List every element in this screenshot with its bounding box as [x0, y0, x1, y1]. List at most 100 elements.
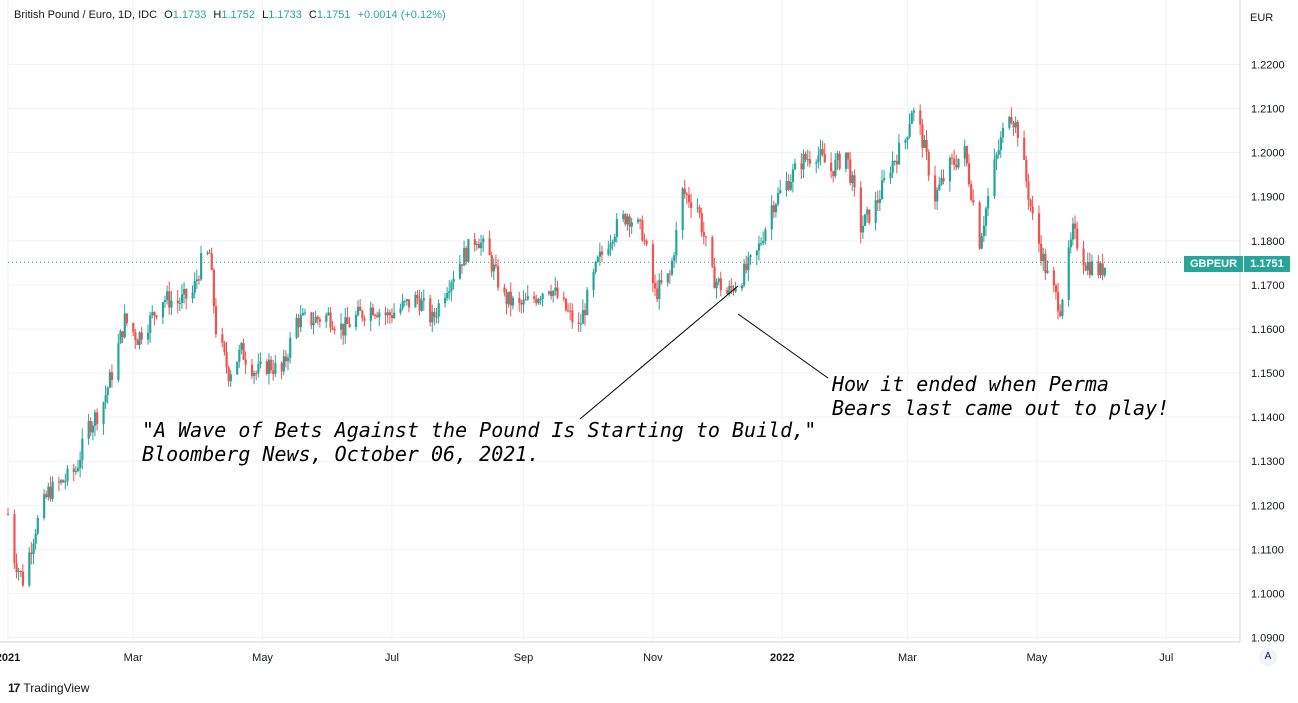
- candle-body: [134, 332, 137, 341]
- candle-body: [509, 291, 512, 306]
- candle-body: [851, 175, 854, 184]
- candle-body: [864, 214, 867, 226]
- candle-body: [934, 175, 937, 202]
- candle-body: [348, 323, 351, 328]
- candle-body: [15, 563, 18, 573]
- candle-body: [963, 146, 966, 159]
- candle-body: [891, 161, 894, 173]
- candle-body: [823, 154, 826, 163]
- candle-body: [437, 303, 440, 317]
- candle-body: [849, 159, 852, 184]
- candle-body: [289, 337, 292, 358]
- candle-body: [153, 312, 156, 316]
- candle-body: [847, 152, 850, 160]
- candle-body: [132, 323, 135, 333]
- candle-body: [1088, 261, 1092, 275]
- candle-body: [1103, 267, 1106, 276]
- candle-body: [110, 372, 114, 380]
- candle-body: [1023, 137, 1026, 160]
- annotation-left-line1: "A Wave of Bets Against the Pound Is Sta…: [142, 418, 817, 442]
- candle-body: [446, 293, 449, 299]
- candle-body: [774, 204, 778, 213]
- candle-body: [81, 438, 84, 460]
- candle-body: [354, 315, 358, 328]
- candle-body: [1069, 239, 1072, 248]
- candle-body: [255, 372, 258, 374]
- candle-body: [1059, 311, 1062, 317]
- candle-body: [357, 306, 360, 316]
- x-tick-label: Jul: [385, 652, 399, 664]
- annotation-right-line2: Bears last came out to play!: [832, 396, 1170, 420]
- candle-body: [533, 296, 536, 299]
- candle-body: [191, 292, 194, 299]
- candle-body: [859, 187, 862, 233]
- candle-body: [965, 146, 969, 164]
- legend-high: 1.1752: [221, 9, 256, 21]
- candle-body: [772, 205, 775, 213]
- candle-body: [685, 194, 689, 196]
- candle-body: [1057, 291, 1060, 312]
- candle-body: [596, 256, 599, 262]
- candle-body: [535, 298, 538, 304]
- candle-body: [1001, 127, 1005, 138]
- candle-body: [77, 467, 80, 471]
- candle-body: [569, 310, 572, 312]
- candle-body: [690, 202, 693, 208]
- candle-body: [967, 163, 971, 185]
- x-tick-label: May: [1026, 652, 1047, 664]
- candle-body: [373, 315, 377, 317]
- candle-body: [64, 481, 67, 483]
- candle-body: [1046, 270, 1049, 273]
- candle-body: [987, 196, 990, 209]
- candle-body: [760, 243, 763, 245]
- candle-body: [494, 264, 498, 267]
- candle-body: [123, 313, 126, 338]
- candle-body: [287, 357, 290, 362]
- footer-brand[interactable]: TradingView: [23, 681, 90, 695]
- candle-body: [577, 322, 580, 324]
- candle-body: [431, 312, 434, 323]
- time-axis[interactable]: 2021 Mar May Jul Sep Nov 2022 Mar May Jul: [0, 652, 1173, 664]
- candle-body: [836, 153, 839, 160]
- candle-body: [883, 178, 886, 181]
- candle-body: [503, 287, 506, 293]
- candle-body: [607, 248, 610, 255]
- y-tick-label: 1.1500: [1251, 368, 1285, 380]
- candle-body: [416, 294, 419, 299]
- candle-body: [297, 317, 300, 328]
- candle-body: [463, 247, 466, 266]
- price-axis[interactable]: 1.0900 1.1000 1.1100 1.1200 1.1300 1.1400 1.15…: [1251, 60, 1285, 645]
- candle-body: [93, 412, 97, 426]
- candle-body: [284, 356, 288, 362]
- candle-body: [579, 323, 582, 325]
- candle-body: [87, 421, 90, 439]
- candle-body: [537, 299, 540, 304]
- x-tick-label: 2021: [0, 652, 20, 664]
- candle-body: [656, 288, 659, 300]
- candle-body: [698, 207, 701, 214]
- candle-body: [562, 297, 565, 299]
- legend-open-label: O: [164, 9, 173, 21]
- candle-body: [600, 251, 604, 255]
- candle-body: [1099, 263, 1102, 276]
- candle-body: [1084, 265, 1087, 271]
- candle-body: [615, 218, 619, 238]
- candle-body: [433, 312, 436, 317]
- candle-body: [43, 494, 46, 519]
- candle-body: [342, 323, 345, 336]
- candle-body: [853, 175, 856, 188]
- auto-scale-button[interactable]: A: [1259, 648, 1277, 666]
- candle-body: [361, 310, 364, 319]
- tradingview-logo-icon[interactable]: 17: [8, 681, 20, 695]
- candle-body: [541, 293, 544, 300]
- annotation-lines: [579, 285, 829, 420]
- candle-body: [628, 216, 631, 227]
- candle-body: [1012, 122, 1015, 128]
- candle-body: [91, 425, 95, 433]
- candle-body: [940, 178, 943, 185]
- candle-body: [47, 486, 50, 497]
- candle-body: [942, 178, 945, 182]
- annotation-right-line1: How it ended when Perma: [832, 372, 1109, 396]
- candle-body: [1040, 243, 1043, 262]
